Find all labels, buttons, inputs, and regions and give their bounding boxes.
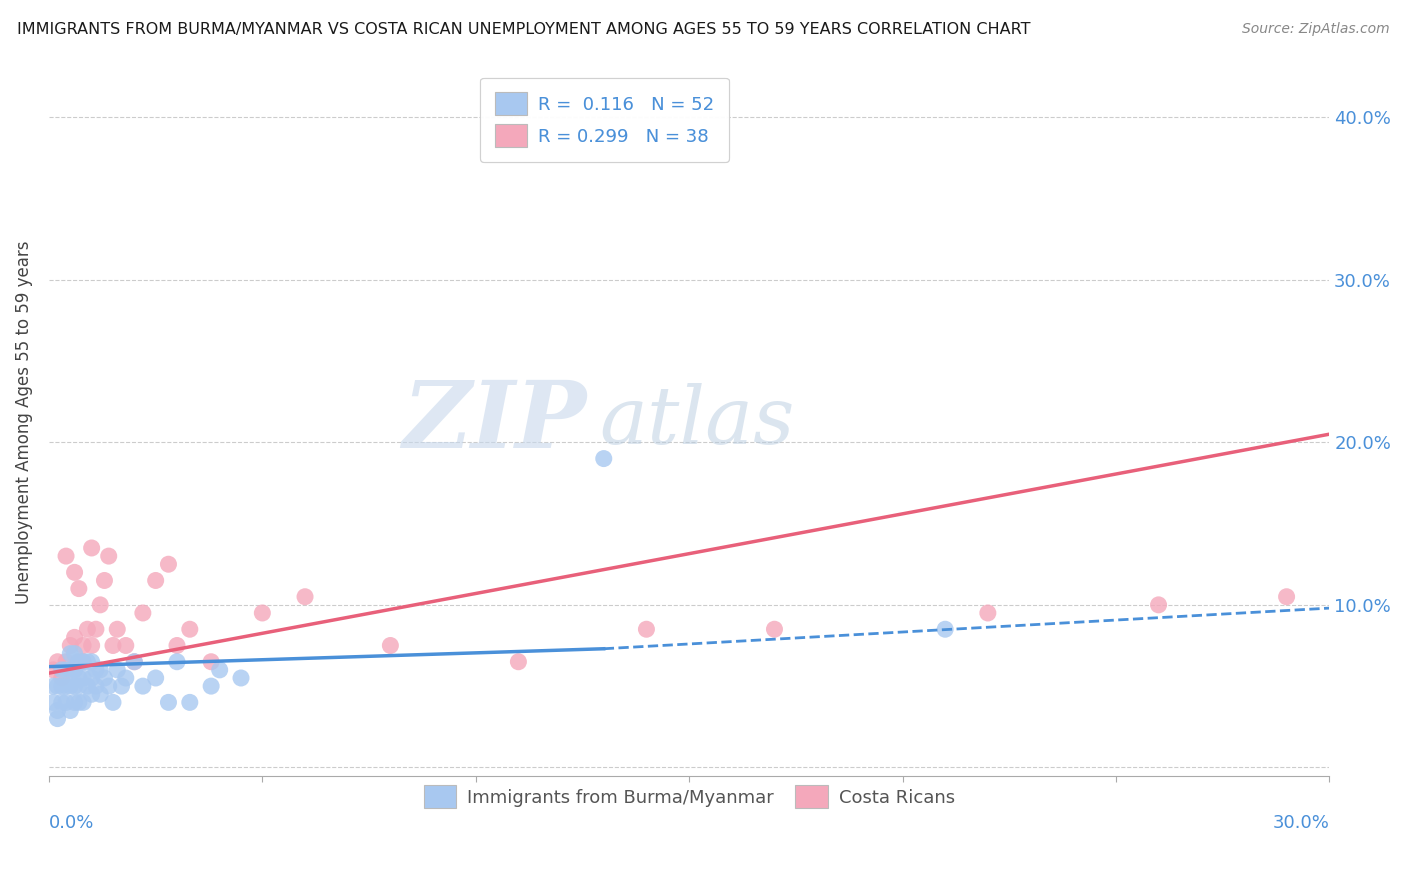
Point bbox=[124, 655, 146, 669]
Point bbox=[89, 687, 111, 701]
Point bbox=[132, 606, 155, 620]
Point bbox=[63, 647, 86, 661]
Legend: Immigrants from Burma/Myanmar, Costa Ricans: Immigrants from Burma/Myanmar, Costa Ric… bbox=[415, 776, 963, 817]
Point bbox=[200, 679, 222, 693]
Point bbox=[1147, 598, 1170, 612]
Point bbox=[84, 679, 107, 693]
Point bbox=[51, 663, 73, 677]
Point bbox=[55, 663, 77, 677]
Text: ZIP: ZIP bbox=[402, 377, 586, 467]
Point bbox=[157, 558, 180, 572]
Text: Source: ZipAtlas.com: Source: ZipAtlas.com bbox=[1241, 22, 1389, 37]
Point bbox=[157, 695, 180, 709]
Point bbox=[46, 712, 69, 726]
Text: IMMIGRANTS FROM BURMA/MYANMAR VS COSTA RICAN UNEMPLOYMENT AMONG AGES 55 TO 59 YE: IMMIGRANTS FROM BURMA/MYANMAR VS COSTA R… bbox=[17, 22, 1031, 37]
Point bbox=[508, 655, 530, 669]
Point bbox=[110, 679, 132, 693]
Point bbox=[63, 695, 86, 709]
Point bbox=[80, 687, 103, 701]
Point bbox=[42, 695, 65, 709]
Point bbox=[636, 622, 658, 636]
Point bbox=[72, 671, 94, 685]
Point bbox=[1275, 590, 1298, 604]
Point bbox=[166, 655, 188, 669]
Point bbox=[72, 655, 94, 669]
Point bbox=[67, 655, 90, 669]
Point bbox=[179, 695, 201, 709]
Point bbox=[93, 671, 115, 685]
Point bbox=[59, 679, 82, 693]
Point bbox=[89, 663, 111, 677]
Point bbox=[51, 679, 73, 693]
Point bbox=[84, 663, 107, 677]
Point bbox=[93, 574, 115, 588]
Point bbox=[51, 695, 73, 709]
Point bbox=[59, 704, 82, 718]
Point bbox=[46, 655, 69, 669]
Point bbox=[42, 679, 65, 693]
Point bbox=[80, 671, 103, 685]
Point bbox=[114, 639, 136, 653]
Point bbox=[55, 549, 77, 563]
Point bbox=[67, 655, 90, 669]
Point bbox=[252, 606, 274, 620]
Point bbox=[934, 622, 956, 636]
Point bbox=[80, 541, 103, 555]
Point bbox=[55, 695, 77, 709]
Point bbox=[89, 598, 111, 612]
Point bbox=[76, 679, 98, 693]
Point bbox=[166, 639, 188, 653]
Point bbox=[51, 671, 73, 685]
Point bbox=[294, 590, 316, 604]
Point bbox=[59, 639, 82, 653]
Point bbox=[80, 639, 103, 653]
Point bbox=[67, 671, 90, 685]
Point bbox=[97, 679, 120, 693]
Y-axis label: Unemployment Among Ages 55 to 59 years: Unemployment Among Ages 55 to 59 years bbox=[15, 240, 32, 604]
Point bbox=[380, 639, 402, 653]
Point bbox=[145, 574, 167, 588]
Point bbox=[145, 671, 167, 685]
Point bbox=[76, 655, 98, 669]
Point bbox=[208, 663, 231, 677]
Point bbox=[55, 679, 77, 693]
Point bbox=[101, 695, 124, 709]
Point bbox=[59, 663, 82, 677]
Point bbox=[114, 671, 136, 685]
Point bbox=[55, 655, 77, 669]
Text: 0.0%: 0.0% bbox=[49, 814, 94, 832]
Point bbox=[200, 655, 222, 669]
Point bbox=[42, 663, 65, 677]
Point bbox=[72, 639, 94, 653]
Point bbox=[67, 695, 90, 709]
Point bbox=[63, 631, 86, 645]
Point bbox=[67, 679, 90, 693]
Point bbox=[179, 622, 201, 636]
Text: 30.0%: 30.0% bbox=[1272, 814, 1329, 832]
Text: atlas: atlas bbox=[599, 384, 794, 461]
Point bbox=[76, 622, 98, 636]
Point bbox=[124, 655, 146, 669]
Point bbox=[592, 451, 614, 466]
Point bbox=[229, 671, 252, 685]
Point bbox=[72, 655, 94, 669]
Point bbox=[132, 679, 155, 693]
Point bbox=[72, 695, 94, 709]
Point bbox=[67, 582, 90, 596]
Point bbox=[46, 679, 69, 693]
Point bbox=[97, 549, 120, 563]
Point bbox=[977, 606, 1000, 620]
Point bbox=[105, 622, 128, 636]
Point bbox=[46, 704, 69, 718]
Point bbox=[105, 663, 128, 677]
Point bbox=[63, 566, 86, 580]
Point bbox=[763, 622, 786, 636]
Point bbox=[59, 647, 82, 661]
Point bbox=[84, 622, 107, 636]
Point bbox=[80, 655, 103, 669]
Point bbox=[101, 639, 124, 653]
Point bbox=[63, 663, 86, 677]
Point bbox=[63, 679, 86, 693]
